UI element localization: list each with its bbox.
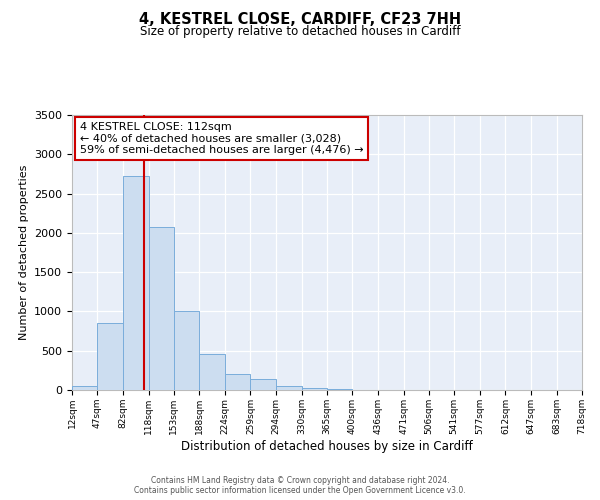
Bar <box>72 386 97 390</box>
Y-axis label: Number of detached properties: Number of detached properties <box>19 165 29 340</box>
Bar <box>149 227 174 390</box>
Text: Contains HM Land Registry data © Crown copyright and database right 2024.
Contai: Contains HM Land Registry data © Crown c… <box>134 476 466 495</box>
Bar <box>250 378 276 390</box>
Text: Size of property relative to detached houses in Cardiff: Size of property relative to detached ho… <box>140 25 460 38</box>
X-axis label: Distribution of detached houses by size in Cardiff: Distribution of detached houses by size … <box>181 440 473 452</box>
Text: 4, KESTREL CLOSE, CARDIFF, CF23 7HH: 4, KESTREL CLOSE, CARDIFF, CF23 7HH <box>139 12 461 28</box>
Bar <box>174 310 199 390</box>
Bar <box>302 388 327 390</box>
Text: 4 KESTREL CLOSE: 112sqm
← 40% of detached houses are smaller (3,028)
59% of semi: 4 KESTREL CLOSE: 112sqm ← 40% of detache… <box>80 122 363 155</box>
Bar <box>225 374 250 390</box>
Bar <box>276 386 302 390</box>
Bar <box>122 176 149 390</box>
Bar <box>327 389 352 390</box>
Bar <box>199 354 225 390</box>
Bar <box>97 323 122 390</box>
